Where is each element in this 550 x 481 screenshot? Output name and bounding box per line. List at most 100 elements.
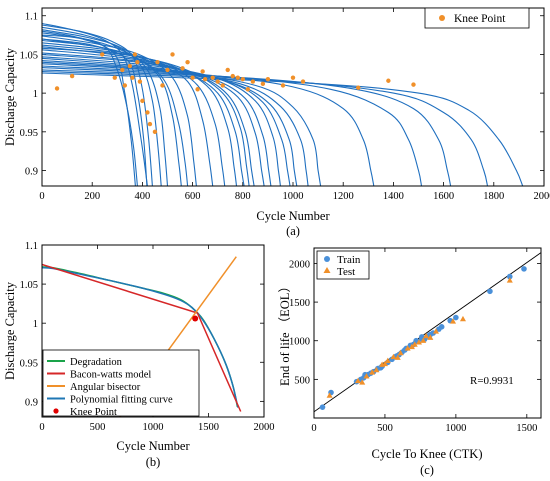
panel-a-x-axis-label: Cycle Number	[256, 209, 330, 223]
y-tick-label: 1.05	[20, 280, 38, 291]
knee-point-marker	[192, 315, 199, 322]
test-point	[404, 345, 411, 351]
y-tick-label: 2000	[289, 259, 310, 270]
capacity-curve-15	[42, 57, 291, 186]
test-point	[373, 366, 380, 373]
knee-point-23	[195, 87, 200, 92]
knee-point-30	[230, 73, 235, 79]
knee-point-1	[54, 86, 60, 91]
knee-point-21	[185, 59, 190, 65]
panel-c-legend: Train Test	[316, 250, 370, 280]
legend-entry: Polynomial fitting curve	[70, 394, 173, 405]
knee-point-36	[265, 77, 271, 82]
y-tick-label: 0.95	[20, 358, 38, 369]
x-tick-label: 400	[135, 191, 151, 202]
capacity-curve-22	[42, 67, 423, 186]
knee-point-6	[122, 83, 128, 88]
knee-point-41	[386, 78, 391, 83]
legend-entry: Knee Point	[70, 407, 117, 418]
panel-b: 0 500 1000 1500 2000 0.9 0.95 1 1.05 1.1 Degradat…	[3, 241, 275, 469]
capacity-curve-13	[42, 53, 272, 186]
test-point	[423, 332, 430, 339]
panel-c-x-axis-label: Cycle To Knee (CTK)	[371, 447, 482, 461]
knee-point-4	[112, 75, 117, 80]
x-tick-label: 1200	[333, 191, 354, 202]
legend-entry: Degradation	[70, 357, 123, 368]
test-point	[411, 341, 418, 347]
x-tick-label: 0	[39, 191, 44, 202]
y-tick-label: 0.9	[25, 167, 38, 178]
panel-a-y-axis-label: Discharge Capacity	[3, 47, 17, 146]
test-point	[408, 343, 415, 350]
capacity-curve-27	[42, 39, 189, 186]
x-tick-label: 800	[235, 191, 251, 202]
x-tick-label: 1500	[198, 422, 219, 433]
test-point	[459, 315, 466, 322]
y-tick-label: 1.1	[25, 12, 38, 23]
legend-train: Train	[337, 254, 361, 266]
knee-point-37	[280, 83, 286, 88]
panel-c-ticks: 0 500 1000 1500 500 1000 1500 2000	[289, 248, 541, 434]
knee-point-9	[132, 52, 138, 57]
capacity-curve-24	[42, 70, 489, 186]
y-tick-label: 1	[33, 319, 38, 330]
test-legend-marker	[323, 267, 331, 273]
x-tick-label: 600	[185, 191, 201, 202]
y-tick-label: 0.95	[20, 128, 38, 139]
legend-swatch	[53, 408, 59, 414]
panel-a-frame	[41, 7, 545, 187]
x-tick-label: 1400	[383, 191, 404, 202]
x-tick-label: 1600	[433, 191, 454, 202]
knee-point-33	[245, 87, 251, 92]
x-tick-label: 200	[84, 191, 100, 202]
knee-point-29	[225, 67, 230, 73]
correlation-annotation: R=0.9931	[470, 375, 514, 387]
knee-point-34	[250, 79, 256, 84]
panel-b-frame	[41, 244, 265, 418]
test-point	[415, 339, 422, 345]
y-tick-label: 1	[33, 89, 38, 100]
capacity-curve-16	[42, 60, 298, 186]
knee-point-16	[155, 59, 160, 65]
knee-point-19	[170, 52, 175, 57]
capacity-curve-14	[42, 56, 281, 186]
panel-a-legend: Knee Point	[424, 7, 530, 29]
panel-a-knee-points	[54, 52, 416, 135]
knee-point-17	[160, 83, 165, 88]
knee-point-18	[165, 67, 170, 73]
test-point	[354, 377, 361, 384]
train-point	[319, 404, 326, 410]
bacon-watts-model-line	[42, 263, 242, 412]
test-point	[326, 392, 333, 398]
capacity-curve-25	[42, 72, 524, 186]
train-legend-marker	[324, 256, 330, 262]
panel-c: 0 500 1000 1500 500 1000 1500 2000 Train Test R…	[278, 247, 542, 477]
knee-point-20	[180, 66, 185, 71]
x-tick-label: 1000	[283, 191, 304, 202]
regression-line	[314, 252, 541, 413]
knee-point-27	[215, 79, 220, 84]
panel-a-caption: (a)	[286, 224, 300, 238]
x-tick-label: 0	[39, 422, 44, 433]
test-point	[369, 369, 376, 375]
test-point	[379, 361, 386, 367]
knee-point-3	[100, 52, 105, 57]
capacity-curve-21	[42, 65, 375, 186]
knee-point-15	[152, 129, 158, 135]
knee-point-14	[147, 121, 153, 127]
knee-point-32	[240, 77, 245, 82]
train-point	[521, 266, 527, 272]
train-point	[438, 324, 445, 330]
train-point	[487, 288, 493, 295]
knee-point-26	[210, 75, 215, 80]
test-point	[506, 277, 513, 283]
x-tick-label: 1800	[483, 191, 504, 202]
capacity-curve-17	[42, 61, 309, 186]
knee-point-24	[200, 69, 205, 74]
knee-point-12	[140, 98, 145, 104]
y-tick-label: 1.1	[25, 241, 38, 252]
legend-entry: Angular bisector	[70, 382, 141, 393]
train-point	[453, 314, 459, 321]
polynomial-fitting-curve-line	[42, 266, 239, 408]
